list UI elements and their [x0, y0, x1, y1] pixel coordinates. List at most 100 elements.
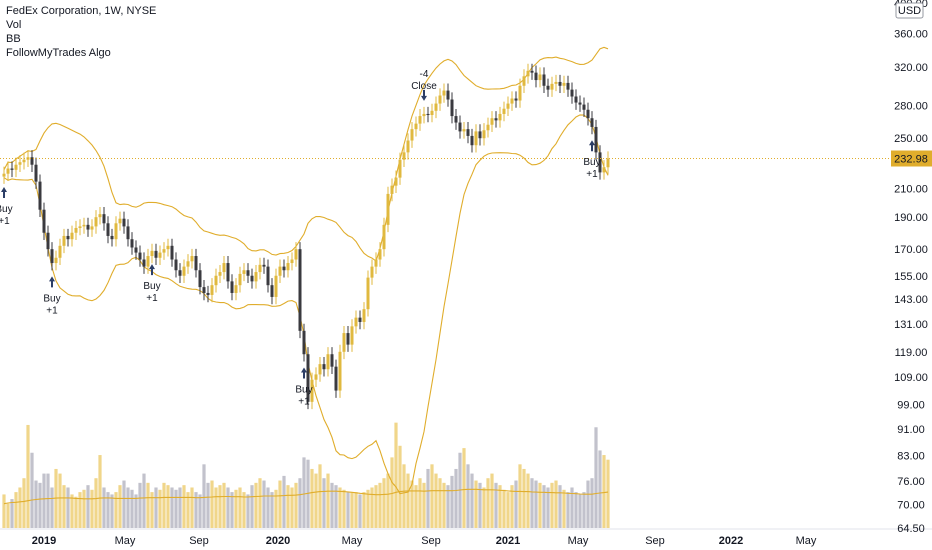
candle-body: [178, 270, 182, 276]
volume-bar: [130, 489, 134, 528]
price-tick-label: 143.00: [894, 294, 928, 306]
volume-bar: [66, 487, 70, 528]
volume-bar: [74, 496, 78, 528]
candle-body: [370, 266, 374, 278]
volume-bar: [190, 487, 194, 528]
volume-bar: [122, 480, 126, 528]
currency-label: USD: [898, 5, 921, 17]
candle-body: [538, 74, 542, 81]
volume-bar: [594, 427, 598, 528]
volume-bar: [242, 492, 246, 528]
volume-bar: [518, 464, 522, 528]
candle-body: [214, 275, 218, 286]
volume-bar: [462, 448, 466, 528]
candle-body: [6, 168, 10, 174]
candle-body: [66, 235, 70, 240]
candle-body: [146, 256, 150, 267]
candle-body: [74, 227, 78, 233]
volume-bar: [338, 487, 342, 528]
volume-ma-line: [3, 488, 609, 505]
candle-body: [450, 99, 454, 117]
candle-body: [358, 317, 362, 322]
volume-bar: [14, 492, 18, 528]
volume-bar: [90, 489, 94, 528]
volume-bar: [466, 464, 470, 528]
volume-bar: [522, 468, 526, 528]
volume-bar: [486, 478, 490, 528]
volume-bar: [478, 482, 482, 528]
signal-label: Buy: [43, 293, 60, 304]
price-tick-label: 109.00: [894, 372, 928, 384]
close-arrow-icon: [421, 89, 427, 101]
volume-bar: [402, 464, 406, 528]
candle-body: [198, 270, 202, 288]
candle-body: [526, 70, 530, 77]
candle-body: [606, 158, 610, 168]
candle-body: [478, 131, 482, 139]
volume-bar: [470, 473, 474, 528]
volume-bar: [210, 480, 214, 528]
candle-body: [446, 90, 450, 100]
candle-body: [218, 272, 222, 276]
candle-body: [154, 250, 158, 258]
volume-bar: [562, 489, 566, 528]
volume-bar: [394, 422, 398, 528]
candle-body: [294, 249, 298, 260]
candle-body: [290, 259, 294, 264]
candle-body: [82, 224, 86, 227]
candle-body: [338, 351, 342, 391]
volume-bar: [174, 489, 178, 528]
volume-bar: [86, 485, 90, 528]
volume-bar: [442, 482, 446, 528]
volume-bar: [334, 485, 338, 528]
volume-bar: [578, 494, 582, 528]
candle-body: [298, 249, 302, 331]
candle-body: [286, 263, 290, 271]
candle-body: [330, 354, 334, 367]
candle-body: [514, 98, 518, 101]
candle-body: [398, 159, 402, 178]
signal-label: Buy: [0, 204, 13, 215]
candle-body: [258, 264, 262, 273]
candle-body: [318, 364, 322, 375]
volume-bar: [598, 450, 602, 528]
price-axis: [891, 0, 932, 550]
candle-body: [466, 129, 470, 136]
candle-body: [70, 232, 74, 240]
candle-body: [522, 76, 526, 86]
volume-bar: [206, 482, 210, 528]
time-tick-label: 2019: [32, 535, 56, 547]
time-tick-label: Sep: [189, 535, 209, 547]
volume-bar: [398, 445, 402, 528]
volume-bar: [342, 489, 346, 528]
candle-body: [322, 364, 326, 370]
volume-bar: [490, 473, 494, 528]
bollinger-upper-band: [3, 46, 609, 263]
volume-bar: [282, 475, 286, 528]
volume-bar: [258, 478, 262, 528]
candle-body: [550, 83, 554, 90]
candle-body: [502, 108, 506, 114]
volume-bar: [322, 478, 326, 528]
price-tick-label: 170.00: [894, 244, 928, 256]
candle-body: [594, 126, 598, 153]
volume-bar: [42, 473, 46, 528]
volume-bar: [102, 487, 106, 528]
bollinger-lower-band: [3, 114, 609, 495]
volume-bar: [314, 473, 318, 528]
volume-bar: [450, 475, 454, 528]
signal-qty: +1: [0, 216, 10, 227]
candle-body: [202, 287, 206, 293]
candle-body: [422, 113, 426, 117]
price-tick-label: 76.00: [897, 476, 925, 488]
candle-body: [378, 249, 382, 260]
candle-body: [530, 70, 534, 73]
volume-bar: [326, 473, 330, 528]
volume-bar: [510, 485, 514, 528]
candle-body: [130, 239, 134, 248]
volume-bar: [238, 487, 242, 528]
candle-body: [190, 256, 194, 262]
candle-body: [62, 235, 66, 246]
candle-body: [226, 263, 230, 282]
